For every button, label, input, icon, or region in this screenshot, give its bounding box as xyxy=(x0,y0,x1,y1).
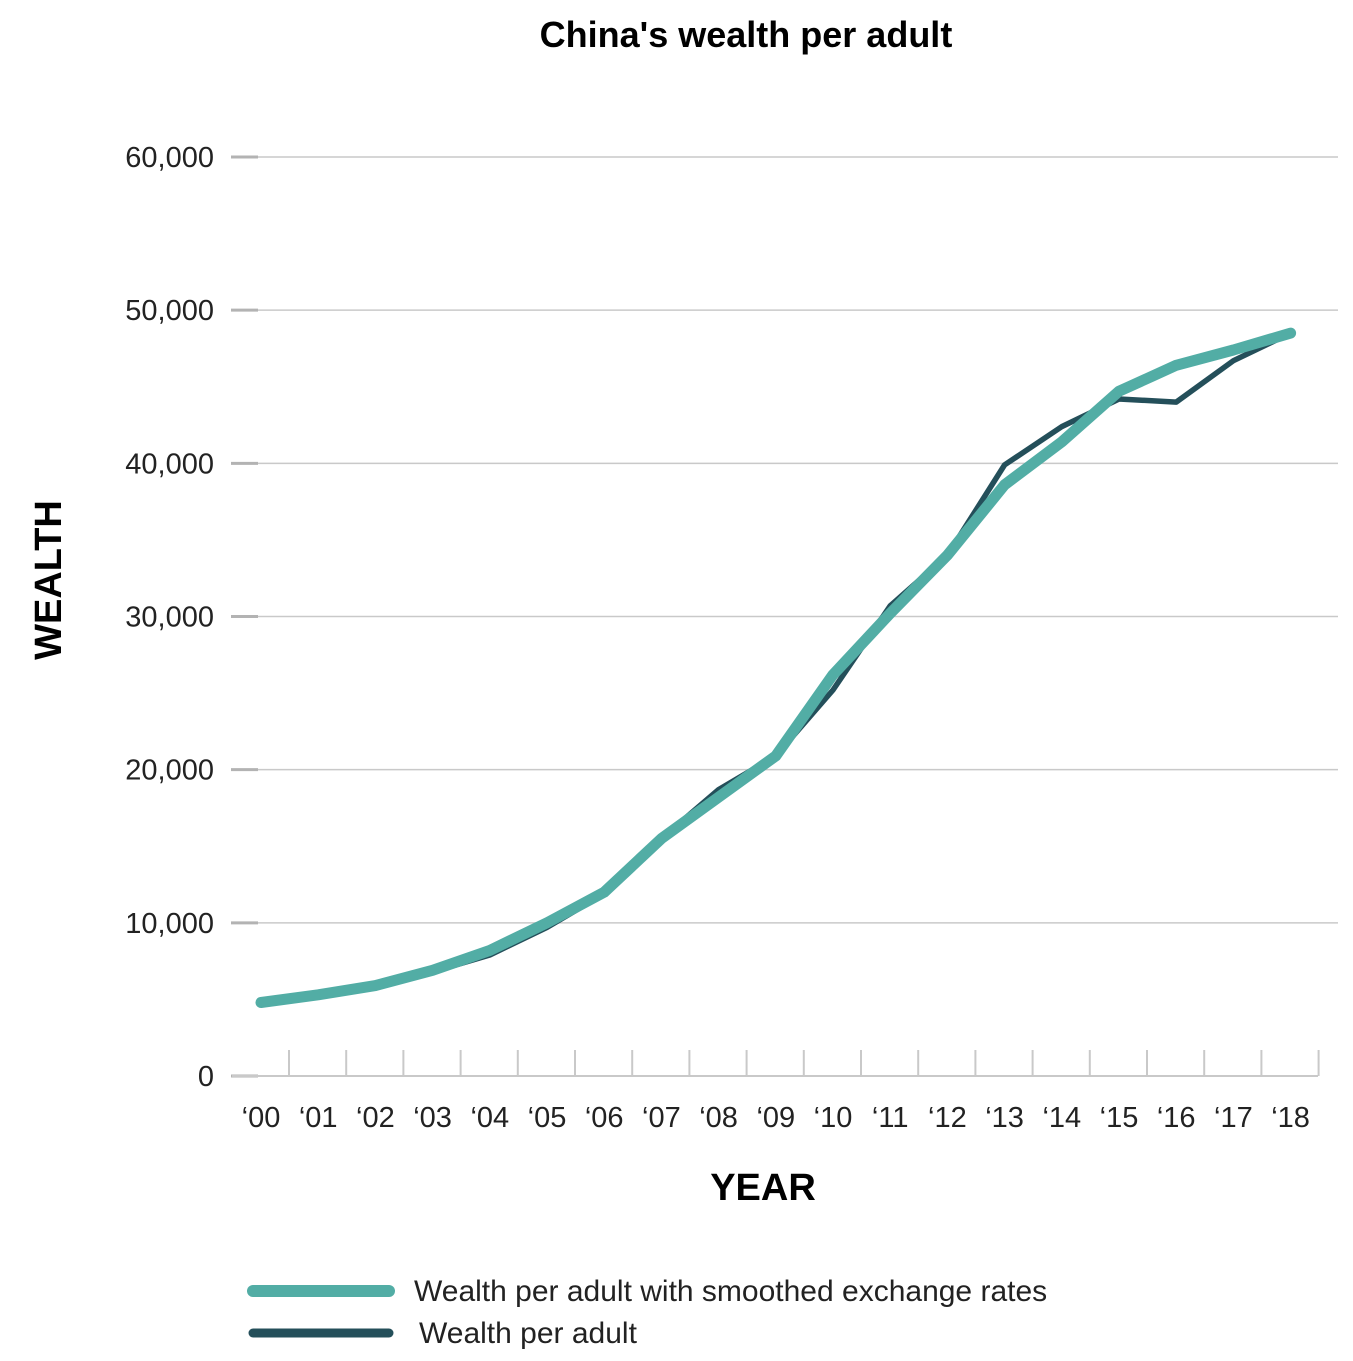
x-tick-label: ‘04 xyxy=(470,1102,509,1134)
legend-label: Wealth per adult xyxy=(419,1317,638,1350)
x-tick-label: ‘14 xyxy=(1042,1102,1081,1134)
y-tick-label: 40,000 xyxy=(125,448,214,480)
y-tick-label: 20,000 xyxy=(125,755,214,787)
x-tick-label: ‘16 xyxy=(1157,1102,1196,1134)
x-tick-label: ‘12 xyxy=(928,1102,967,1134)
series-line-wealth xyxy=(258,330,1294,1006)
x-tick-label: ‘03 xyxy=(413,1102,452,1134)
legend-label: Wealth per adult with smoothed exchange … xyxy=(414,1275,1047,1308)
x-tick-label: ‘11 xyxy=(872,1102,909,1134)
x-tick-label: ‘18 xyxy=(1271,1102,1310,1134)
series-lines xyxy=(255,327,1297,1008)
y-tick-label: 0 xyxy=(198,1061,214,1093)
y-tick-label: 30,000 xyxy=(125,602,214,634)
y-tick-label: 50,000 xyxy=(125,295,214,327)
x-tick-label: ‘09 xyxy=(756,1102,795,1134)
x-tick-label: ‘15 xyxy=(1100,1102,1139,1134)
x-tick-label: ‘17 xyxy=(1214,1102,1253,1134)
x-tick-label: ‘05 xyxy=(528,1102,567,1134)
y-axis-title: WEALTH xyxy=(28,500,70,660)
series-line-smoothed xyxy=(255,327,1297,1008)
y-tick-label: 10,000 xyxy=(125,908,214,940)
y-tick-label: 60,000 xyxy=(125,142,214,174)
x-axis: ‘00 ‘01 ‘02 ‘03 ‘04 ‘05 ‘06 ‘07 ‘08 ‘09 ‘10 ‘11 ‘12 ‘… xyxy=(232,1050,1320,1134)
x-axis-title: YEAR xyxy=(710,1167,816,1209)
chart-title: China's wealth per adult xyxy=(540,14,953,55)
x-tick-label: ‘08 xyxy=(699,1102,738,1134)
x-tick-label: ‘10 xyxy=(814,1102,853,1134)
x-tick-label: ‘06 xyxy=(585,1102,624,1134)
x-tick-label: ‘01 xyxy=(299,1102,338,1134)
x-tick-label: ‘07 xyxy=(642,1102,681,1134)
x-tick-label: ‘02 xyxy=(356,1102,395,1134)
y-axis-ticks: 0 10,000 20,000 30,000 40,000 50,000 60,000 xyxy=(125,142,258,1093)
x-tick-label: ‘13 xyxy=(985,1102,1024,1134)
legend: Wealth per adult with smoothed exchange … xyxy=(247,1275,1047,1350)
grid xyxy=(258,156,1338,924)
x-tick-label: ‘00 xyxy=(242,1102,281,1134)
